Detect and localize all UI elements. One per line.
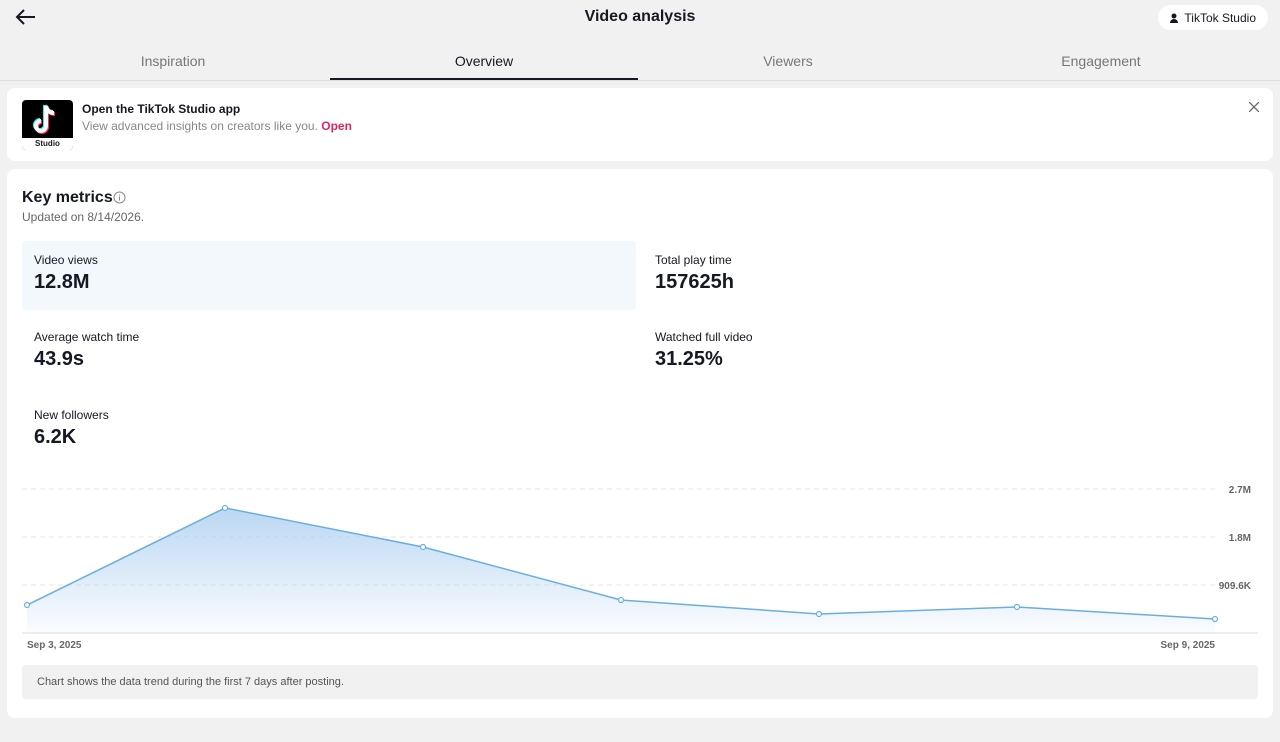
chart: 909.6K 1.8M 2.7M Sep 3, 2025 Sep 9, 2025: [22, 485, 1258, 651]
info-icon[interactable]: [113, 191, 126, 204]
y-tick-label: 909.6K: [1219, 581, 1252, 592]
point: [23, 601, 31, 609]
point: [617, 596, 625, 604]
metric-value: 157625h: [655, 271, 734, 293]
banner-title: Open the TikTok Studio app: [82, 102, 241, 116]
banner-text: View advanced insights on creators like …: [82, 119, 318, 133]
metric[interactable]: New followers 6.2K: [22, 396, 636, 465]
point: [1013, 603, 1021, 611]
tab[interactable]: Overview: [330, 40, 638, 80]
metric-value: 6.2K: [34, 426, 77, 448]
app-logo: Studio: [22, 100, 73, 150]
metric-label: Video views: [34, 253, 98, 267]
updated-date: Updated on 8/14/2026.: [22, 210, 145, 224]
logo-text: Studio: [22, 138, 73, 150]
metric-label: Total play time: [655, 253, 732, 267]
area: [27, 507, 1215, 633]
studio-button[interactable]: TikTok Studio: [1158, 5, 1268, 30]
point: [1211, 615, 1219, 623]
user-icon: [1170, 13, 1179, 23]
y-tick-label: 2.7M: [1229, 485, 1251, 496]
metric-value: 31.25%: [655, 348, 723, 370]
x-tick-label: Sep 9, 2025: [1161, 640, 1216, 651]
metric-label: New followers: [34, 408, 109, 422]
metric-value: 12.8M: [34, 271, 90, 293]
metric[interactable]: Total play time 157625h: [643, 241, 1257, 310]
logo-note: [33, 104, 56, 134]
tab[interactable]: Inspiration: [140, 53, 206, 69]
point: [419, 543, 427, 551]
open-link[interactable]: Open: [321, 119, 352, 133]
page-title: Video analysis: [584, 8, 696, 25]
tabs: Inspiration Overview Viewers Engagement: [0, 40, 1280, 81]
metric-value: 43.9s: [34, 348, 85, 370]
tab[interactable]: Viewers: [763, 53, 813, 69]
chart-note: Chart shows the data trend during the fi…: [22, 665, 1258, 699]
back-button[interactable]: [14, 8, 38, 28]
close-button[interactable]: [1249, 102, 1259, 112]
metric-label: Watched full video: [655, 330, 753, 344]
metric[interactable]: Average watch time 43.9s: [22, 318, 636, 387]
x-tick-label: Sep 3, 2025: [27, 640, 82, 651]
metric[interactable]: Video views 12.8M: [22, 241, 636, 310]
tab[interactable]: Engagement: [1061, 53, 1141, 69]
metric[interactable]: Watched full video 31.25%: [643, 318, 1257, 387]
metrics-card: Key metrics Updated on 8/14/2026. Video …: [7, 169, 1273, 718]
point: [815, 610, 823, 618]
point: [221, 504, 229, 512]
metric-label: Average watch time: [34, 330, 140, 344]
app-banner: Studio Open the TikTok Studio app View a…: [7, 88, 1273, 161]
metrics-title: Key metrics: [22, 189, 113, 206]
y-tick-label: 1.8M: [1229, 533, 1251, 544]
studio-button-label: TikTok Studio: [1184, 10, 1256, 25]
